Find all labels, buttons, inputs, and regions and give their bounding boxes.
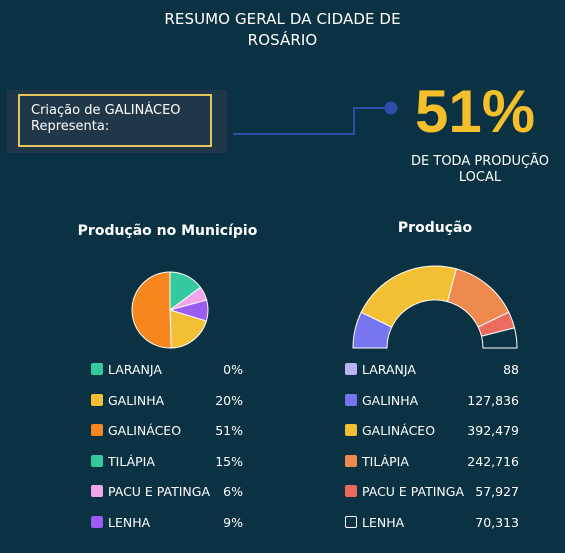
municipio-legend-label: LARANJA [108, 362, 162, 377]
municipio-legend-item[interactable]: TILÁPIA 15% [91, 454, 243, 470]
municipio-legend-item[interactable]: LARANJA 0% [91, 362, 243, 378]
producao-legend-item[interactable]: PACU E PATINGA 57,927 [345, 484, 521, 500]
producao-legend-label: TILÁPIA [362, 453, 409, 469]
highlight-percentage: 51% [414, 78, 536, 145]
highlight-label-line2: Representa: [31, 119, 110, 134]
right-panel-title: Produção [397, 220, 473, 236]
producao-legend-label: LENHA [362, 514, 405, 530]
producao-legend-value: 57,927 [475, 484, 519, 499]
producao-legend-label: GALINHA [362, 392, 419, 408]
municipio-legend-value: 20% [215, 392, 243, 408]
page-title-line1: RESUMO GERAL DA CIDADE DE [164, 10, 401, 28]
municipio-legend-swatch [91, 393, 103, 406]
producao-legend-swatch [345, 454, 357, 467]
municipio-legend-value: 9% [223, 514, 243, 530]
producao-legend-item[interactable]: GALINÁCEO 392,479 [345, 423, 521, 439]
municipio-legend-swatch [91, 454, 103, 467]
producao-legend-swatch [345, 363, 357, 375]
left-legend: LARANJA 0% GALINHA 20% GALINÁCEO 51% TILÁPIA 15… [91, 362, 243, 532]
municipio-legend-label: PACU E PATINGA [108, 484, 211, 499]
municipio-legend-value: 6% [223, 484, 243, 499]
page-title: RESUMO GERAL DA CIDADE DE ROSÁRIO [0, 9, 565, 51]
donut-segment-galin-ceo[interactable] [360, 265, 457, 328]
pie-slice-galin-ceo[interactable] [131, 271, 172, 349]
municipio-legend-item[interactable]: GALINHA 20% [91, 393, 243, 409]
page-title-line2: ROSÁRIO [247, 31, 318, 49]
municipio-legend-label: GALINHA [108, 392, 165, 408]
municipio-legend-swatch [91, 424, 103, 436]
connector-dot [384, 101, 398, 115]
municipio-pie-chart[interactable] [120, 260, 220, 360]
producao-legend-swatch [345, 485, 357, 497]
producao-legend-swatch [345, 393, 357, 406]
highlight-label-frame: Criação de GALINÁCEO Representa: [18, 94, 212, 147]
producao-legend-value: 392,479 [467, 423, 519, 438]
producao-half-donut-chart[interactable] [345, 258, 525, 358]
highlight-subtitle-line1: DE TODA PRODUÇÃO [411, 154, 549, 169]
municipio-legend-item[interactable]: GALINÁCEO 51% [91, 423, 243, 439]
highlight-connector [233, 101, 398, 135]
municipio-legend-label: LENHA [108, 514, 151, 530]
producao-legend-item[interactable]: GALINHA 127,836 [345, 393, 521, 409]
municipio-legend-value: 51% [215, 423, 243, 438]
municipio-legend-swatch [91, 485, 103, 497]
municipio-legend-value: 15% [215, 453, 243, 469]
municipio-legend-label: GALINÁCEO [108, 423, 182, 438]
producao-legend-label: PACU E PATINGA [362, 484, 465, 499]
municipio-legend-value: 0% [223, 362, 243, 377]
municipio-legend-swatch [91, 515, 103, 528]
left-panel-title: Produção no Município [77, 223, 258, 239]
right-legend: LARANJA 88 GALINHA 127,836 GALINÁCEO 392,479 T… [345, 362, 521, 532]
producao-legend-item[interactable]: LARANJA 88 [345, 362, 521, 378]
pie-slice-galinha[interactable] [169, 309, 207, 349]
highlight-subtitle: DE TODA PRODUÇÃO LOCAL [400, 154, 560, 186]
producao-legend-item[interactable]: TILÁPIA 242,716 [345, 454, 521, 470]
producao-legend-value: 242,716 [467, 453, 519, 469]
producao-legend-label: GALINÁCEO [362, 423, 436, 438]
producao-legend-value: 70,313 [475, 514, 519, 530]
producao-legend-value: 88 [503, 362, 519, 377]
municipio-legend-item[interactable]: PACU E PATINGA 6% [91, 484, 243, 500]
highlight-label-line1: Criação de GALINÁCEO [31, 103, 181, 118]
producao-legend-item[interactable]: LENHA 70,313 [345, 515, 521, 531]
municipio-legend-item[interactable]: LENHA 9% [91, 515, 243, 531]
producao-legend-swatch [345, 424, 357, 436]
donut-segment-lenha[interactable] [480, 327, 518, 349]
municipio-legend-swatch [91, 363, 103, 375]
producao-legend-swatch [345, 515, 357, 528]
connector-line [233, 107, 390, 135]
producao-legend-label: LARANJA [362, 362, 416, 377]
highlight-subtitle-line2: LOCAL [458, 170, 502, 185]
municipio-legend-label: TILÁPIA [108, 453, 155, 469]
producao-legend-value: 127,836 [467, 392, 519, 408]
highlight-card: Criação de GALINÁCEO Representa: [7, 90, 227, 153]
